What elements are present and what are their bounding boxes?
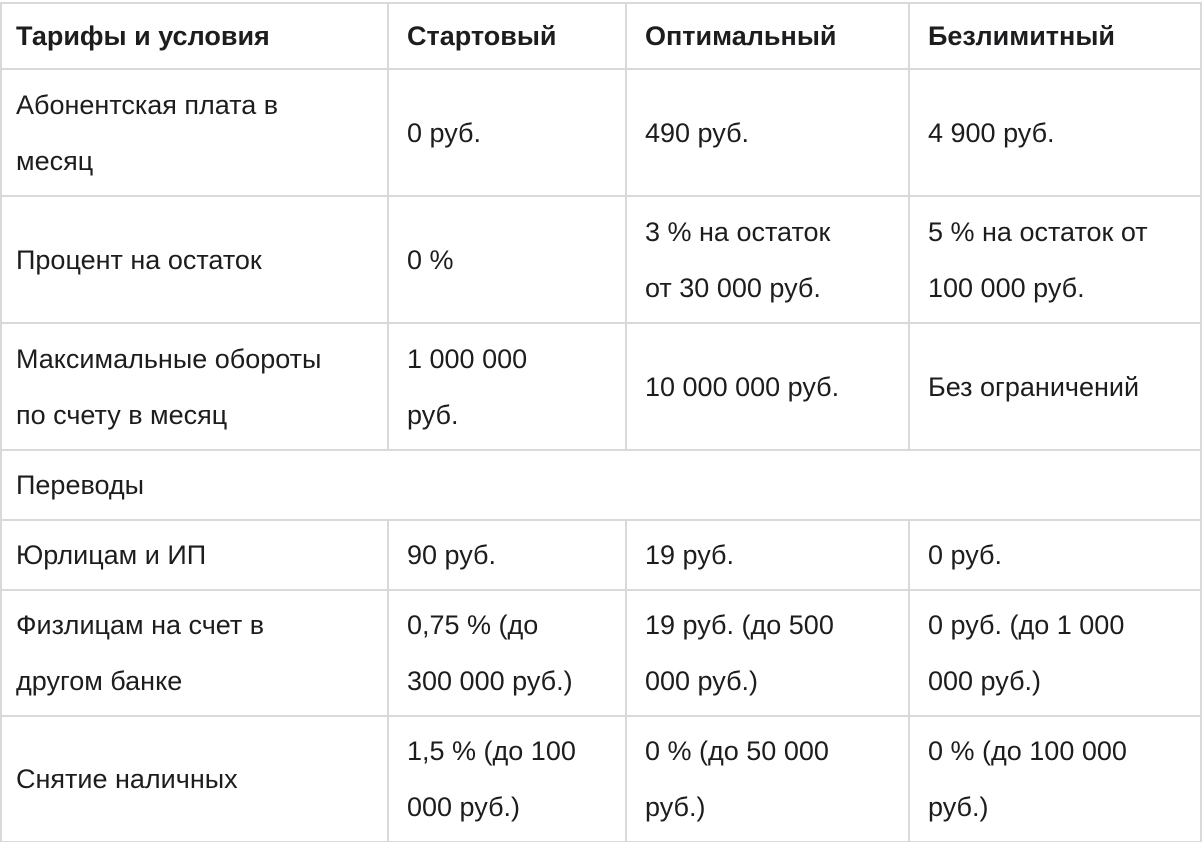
row-label: Юрлицам и ИП	[0, 519, 389, 591]
table-section-row-transfers: Переводы	[0, 449, 1202, 521]
section-label: Переводы	[0, 449, 1202, 521]
column-header-features: Тарифы и условия	[0, 2, 389, 70]
row-label: Процент на остаток	[0, 195, 389, 324]
row-label: Максимальные обороты по счету в месяц	[0, 322, 389, 451]
cell-value: 490 руб.	[625, 68, 910, 197]
column-header-plan-bezlimitnyi: Безлимитный	[908, 2, 1202, 70]
row-label: Абонентская плата в месяц	[0, 68, 389, 197]
cell-value: 0 руб. (до 1 000 000 руб.)	[908, 589, 1202, 717]
table-row-to-individuals: Физлицам на счет в другом банке 0,75 % (…	[0, 589, 1202, 717]
cell-value: 0 %	[387, 195, 627, 324]
cell-value: 0 % (до 100 000 руб.)	[908, 715, 1202, 842]
table-row-cash-withdrawal: Снятие наличных 1,5 % (до 100 000 руб.) …	[0, 715, 1202, 842]
cell-value: 0,75 % (до 300 000 руб.)	[387, 589, 627, 717]
cell-value: 0 % (до 50 000 руб.)	[625, 715, 910, 842]
cell-value: 5 % на остаток от 100 000 руб.	[908, 195, 1202, 324]
row-label: Физлицам на счет в другом банке	[0, 589, 389, 717]
cell-value: 90 руб.	[387, 519, 627, 591]
cell-value: 10 000 000 руб.	[625, 322, 910, 451]
cell-value: 0 руб.	[908, 519, 1202, 591]
cell-value: Без ограничений	[908, 322, 1202, 451]
table-row-interest-on-balance: Процент на остаток 0 % 3 % на остаток от…	[0, 195, 1202, 324]
cell-value: 1,5 % (до 100 000 руб.)	[387, 715, 627, 842]
table-row-max-turnover: Максимальные обороты по счету в месяц 1 …	[0, 322, 1202, 451]
column-header-plan-startovyi: Стартовый	[387, 2, 627, 70]
table-row-monthly-fee: Абонентская плата в месяц 0 руб. 490 руб…	[0, 68, 1202, 197]
cell-value: 3 % на остаток от 30 000 руб.	[625, 195, 910, 324]
table-row-to-companies: Юрлицам и ИП 90 руб. 19 руб. 0 руб.	[0, 519, 1202, 591]
cell-value: 0 руб.	[387, 68, 627, 197]
cell-value: 19 руб.	[625, 519, 910, 591]
cell-value: 1 000 000 руб.	[387, 322, 627, 451]
table-header-row: Тарифы и условия Стартовый Оптимальный Б…	[0, 2, 1202, 70]
cell-value: 4 900 руб.	[908, 68, 1202, 197]
column-header-plan-optimalnyi: Оптимальный	[625, 2, 910, 70]
cell-value: 19 руб. (до 500 000 руб.)	[625, 589, 910, 717]
row-label: Снятие наличных	[0, 715, 389, 842]
